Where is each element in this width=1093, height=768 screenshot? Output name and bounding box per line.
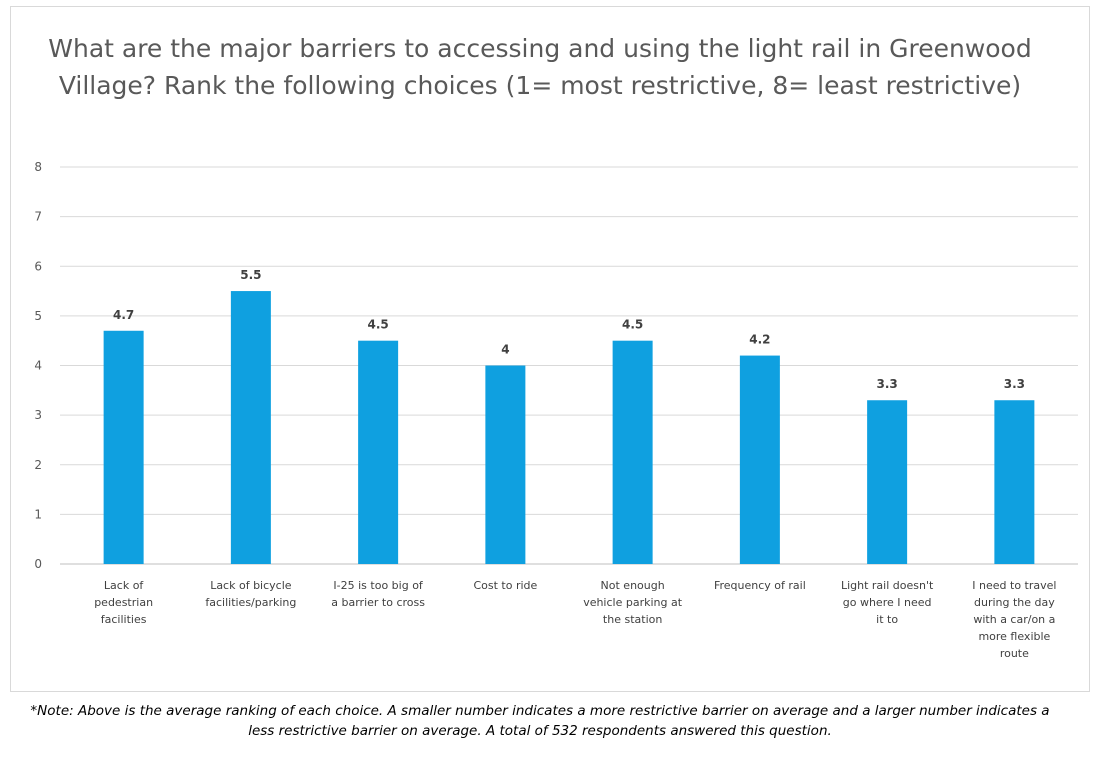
bar (358, 340, 399, 564)
data-label: 3.3 (1004, 377, 1025, 391)
y-tick-label: 6 (34, 259, 42, 273)
data-label: 5.5 (240, 268, 261, 282)
data-label: 4.5 (367, 318, 388, 332)
data-label: 4 (501, 343, 509, 357)
bar (230, 291, 271, 564)
bar (485, 365, 526, 564)
x-tick-label: I need to travel during the day with a car… (972, 579, 1056, 660)
data-label: 4.2 (749, 333, 770, 347)
x-tick-label: Cost to ride (473, 579, 537, 592)
bar (994, 400, 1035, 564)
bar-chart: 0 1 2 3 4 5 6 7 8 4.7 Lack of pedestrian facilities 5… (34, 160, 1078, 660)
bar (103, 330, 144, 564)
x-tick-label: Frequency of rail (714, 579, 806, 592)
y-tick-label: 4 (34, 359, 42, 373)
chart-frame (10, 6, 1090, 692)
bar (612, 340, 653, 564)
y-tick-label: 7 (34, 210, 42, 224)
x-tick-label: Lack of pedestrian facilities (94, 579, 153, 626)
footnote: *Note: Above is the average ranking of e… (30, 703, 1050, 739)
y-tick-label: 1 (34, 507, 42, 521)
y-tick-label: 0 (34, 557, 42, 571)
chart-title: What are the major barriers to accessing… (48, 34, 1032, 100)
y-tick-label: 2 (34, 458, 42, 472)
y-tick-label: 3 (34, 408, 42, 422)
x-tick-label: I-25 is too big of a barrier to cross (331, 579, 425, 609)
bar (739, 355, 780, 564)
y-tick-label: 8 (34, 160, 42, 174)
data-label: 4.7 (113, 308, 134, 322)
bar (867, 400, 908, 564)
data-label: 3.3 (876, 377, 897, 391)
x-tick-label: Lack of bicycle facilities/parking (205, 579, 296, 609)
x-tick-label: Not enough vehicle parking at the station (583, 579, 683, 626)
data-label: 4.5 (622, 318, 643, 332)
x-tick-label: Light rail doesn't go where I need it to (841, 579, 934, 626)
y-tick-label: 5 (34, 309, 42, 323)
